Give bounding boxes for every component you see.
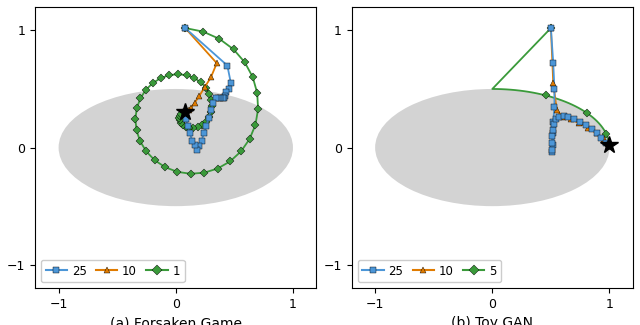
X-axis label: (a) Forsaken Game: (a) Forsaken Game [110,317,242,325]
X-axis label: (b) Toy GAN: (b) Toy GAN [451,317,533,325]
Ellipse shape [375,89,609,206]
Ellipse shape [59,89,293,206]
Legend: 25, 10, 5: 25, 10, 5 [358,260,501,282]
Legend: 25, 10, 1: 25, 10, 1 [41,260,184,282]
